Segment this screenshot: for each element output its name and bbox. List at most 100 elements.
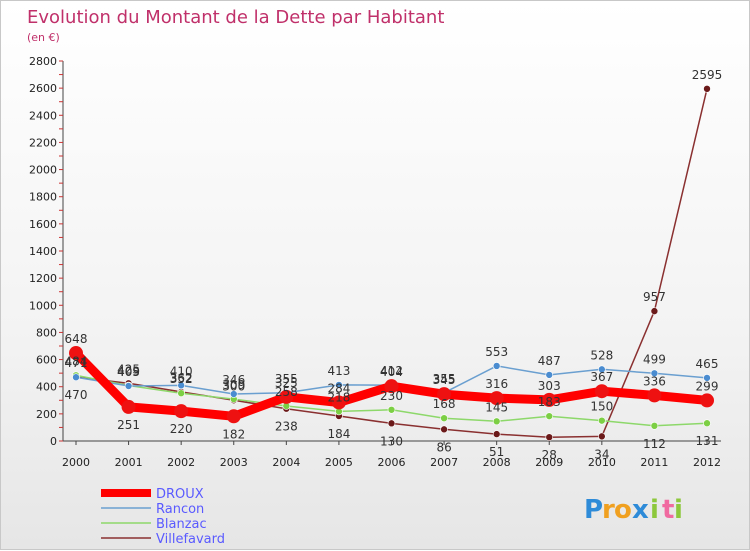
data-point-rancon <box>124 382 133 390</box>
data-point-droux <box>226 409 241 424</box>
logo-letter: i <box>674 495 683 525</box>
proxiti-logo: Pr o x i t i <box>584 495 683 525</box>
data-point-droux <box>700 393 714 408</box>
data-label-rancon: 413 <box>327 364 350 378</box>
data-point-rancon <box>703 374 711 382</box>
data-label-villefavard: 300 <box>222 379 245 393</box>
data-point-droux <box>69 346 83 361</box>
data-point-droux <box>279 389 294 404</box>
data-point-villefavard <box>703 85 711 93</box>
data-point-blanzac <box>650 421 659 430</box>
data-label-droux: 367 <box>590 370 613 384</box>
data-label-blanzac: 112 <box>643 437 666 451</box>
data-label-droux: 251 <box>117 418 140 432</box>
chart-title: Evolution du Montant de la Dette par Hab… <box>27 7 444 28</box>
legend-label-villefavard: Villefavard <box>156 532 225 547</box>
data-label-rancon: 355 <box>275 372 298 386</box>
data-point-droux <box>331 395 346 410</box>
data-point-droux <box>594 384 609 399</box>
data-label-villefavard: 34 <box>594 447 609 461</box>
data-point-villefavard <box>387 419 396 428</box>
data-point-rancon <box>72 373 80 382</box>
y-tick-label: 200 <box>36 408 57 421</box>
legend-label-rancon: Rancon <box>156 502 204 517</box>
y-tick-label: 400 <box>36 381 57 394</box>
y-tick-label: 1600 <box>29 218 57 231</box>
data-label-droux: 220 <box>170 422 193 436</box>
data-label-droux: 404 <box>380 365 403 379</box>
data-point-villefavard <box>545 433 554 442</box>
x-tick-label: 2008 <box>483 456 511 469</box>
data-label-blanzac: 145 <box>485 400 508 414</box>
data-label-villefavard: 2595 <box>692 68 723 82</box>
data-point-droux <box>121 399 136 414</box>
data-point-blanzac <box>387 405 396 414</box>
data-label-villefavard: 51 <box>489 445 504 459</box>
x-tick-label: 2002 <box>167 456 195 469</box>
data-label-droux: 182 <box>222 427 245 441</box>
data-label-blanzac: 484 <box>65 354 88 368</box>
data-point-villefavard <box>650 307 659 315</box>
data-label-droux: 648 <box>65 332 88 346</box>
data-point-rancon <box>335 381 343 389</box>
y-tick-label: 600 <box>36 354 57 367</box>
data-point-rancon <box>598 365 606 374</box>
data-label-villefavard: 471 <box>65 356 88 370</box>
data-point-droux <box>542 392 557 407</box>
data-point-villefavard <box>492 430 501 438</box>
y-tick-label: 2200 <box>29 136 57 149</box>
data-label-droux: 284 <box>327 381 350 395</box>
logo-letter: P <box>584 495 603 525</box>
chart-subtitle: (en €) <box>27 31 60 44</box>
y-tick-label: 1400 <box>29 245 57 258</box>
data-point-villefavard <box>598 432 606 441</box>
x-tick-label: 2009 <box>535 456 563 469</box>
data-point-droux <box>174 404 189 419</box>
data-label-rancon: 346 <box>222 373 245 387</box>
data-point-rancon <box>492 362 501 370</box>
legend-label-droux: DROUX <box>156 487 204 502</box>
x-tick-label: 2004 <box>272 456 300 469</box>
y-tick-label: 2400 <box>29 109 57 122</box>
y-tick-label: 1200 <box>29 272 57 285</box>
y-tick-label: 2600 <box>29 82 57 95</box>
data-point-rancon <box>229 390 238 398</box>
y-tick-label: 800 <box>36 326 57 339</box>
data-label-blanzac: 218 <box>327 390 350 404</box>
data-label-rancon: 412 <box>380 364 403 378</box>
x-tick-label: 2006 <box>378 456 406 469</box>
data-point-rancon <box>177 381 185 390</box>
data-label-blanzac: 183 <box>538 395 561 409</box>
data-point-droux <box>437 387 452 402</box>
data-labels: 648 251 220 182 325 284 404 345 316 303 367 336 299 4… <box>65 68 723 462</box>
data-label-droux: 299 <box>696 379 719 393</box>
data-label-villefavard: 28 <box>542 448 557 462</box>
data-point-droux <box>384 379 399 394</box>
data-label-villefavard: 184 <box>327 427 350 441</box>
logo-letter: o <box>614 495 632 525</box>
data-point-blanzac <box>177 389 185 398</box>
data-point-blanzac <box>545 412 554 420</box>
data-label-rancon: 553 <box>485 345 508 359</box>
data-label-rancon: 405 <box>117 365 140 379</box>
x-tick-label: 2011 <box>640 456 668 469</box>
y-tick-label: 1800 <box>29 191 57 204</box>
data-point-rancon <box>545 371 554 379</box>
data-point-blanzac <box>598 416 606 425</box>
data-label-rancon: 470 <box>65 388 88 402</box>
data-label-blanzac: 131 <box>696 434 719 448</box>
data-label-rancon: 528 <box>590 348 613 362</box>
axes: 0 200 400 600 800 1000 1200 1400 1600 1800 2000 220… <box>29 55 721 469</box>
data-label-villefavard: 238 <box>275 420 298 434</box>
x-tick-label: 2010 <box>588 456 616 469</box>
data-point-rancon <box>650 369 659 378</box>
data-label-droux: 303 <box>538 379 561 393</box>
logo-letter: t <box>662 495 674 525</box>
data-label-droux: 325 <box>275 376 298 390</box>
logo-letter: x <box>632 495 649 525</box>
data-point-blanzac <box>703 419 711 428</box>
data-label-rancon: 465 <box>696 357 719 371</box>
